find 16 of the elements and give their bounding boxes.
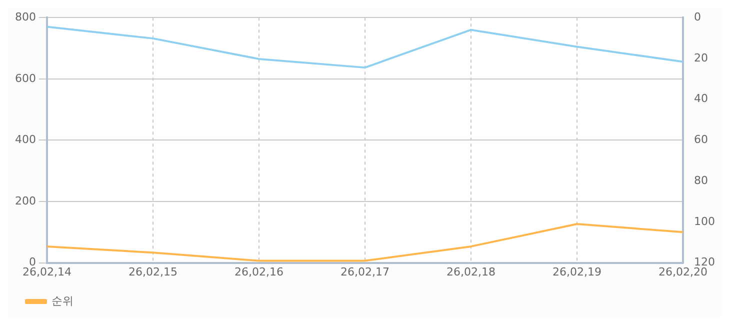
y2-tick-label: 40 xyxy=(694,92,708,106)
y2-tick-label: 20 xyxy=(694,51,708,64)
x-tick-label: 26,02,16 xyxy=(234,265,284,278)
y-tick-label: 200 xyxy=(14,194,36,208)
y2-tick-label: 80 xyxy=(694,174,708,187)
legend-label: 순위 xyxy=(52,294,74,308)
y-tick-label: 400 xyxy=(14,133,36,146)
y-tick-label: 800 xyxy=(14,10,36,24)
x-tick-label: 26,02,19 xyxy=(552,265,602,278)
y2-tick-label: 0 xyxy=(694,10,702,24)
x-tick-label: 26,02,17 xyxy=(340,265,390,278)
y2-tick-label: 60 xyxy=(694,133,708,146)
x-tick-label: 26,02,15 xyxy=(128,265,178,278)
y-tick-label: 600 xyxy=(14,72,36,85)
x-tick-label: 26,02,18 xyxy=(446,265,496,278)
y2-tick-label: 100 xyxy=(694,214,716,228)
